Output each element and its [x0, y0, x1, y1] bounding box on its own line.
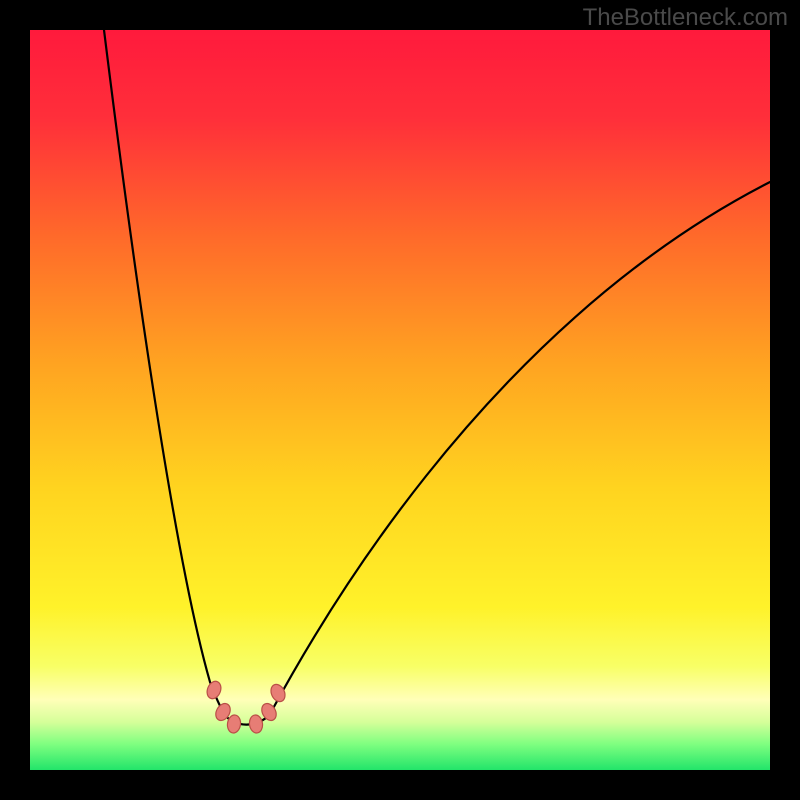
chart-container: TheBottleneck.com — [0, 0, 800, 800]
bottleneck-curve — [104, 30, 770, 725]
attribution-text: TheBottleneck.com — [583, 4, 788, 32]
overlay-svg — [0, 0, 800, 800]
marker-dot — [226, 714, 241, 734]
marker-dot — [248, 714, 263, 734]
marker-dot — [205, 679, 224, 701]
